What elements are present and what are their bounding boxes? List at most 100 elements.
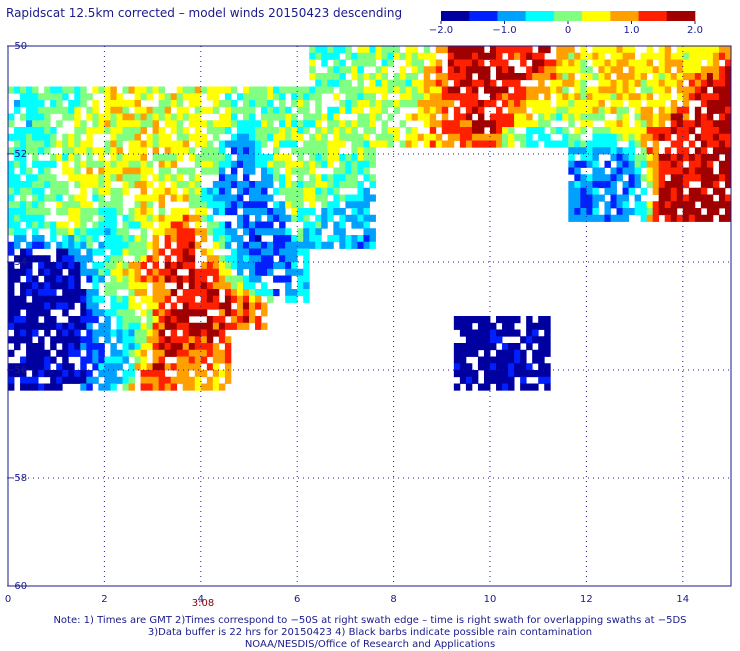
- heatmap-cell: [249, 235, 256, 243]
- heatmap-cell: [38, 363, 45, 371]
- heatmap-cell: [74, 154, 81, 162]
- heatmap-cell: [128, 154, 135, 162]
- heatmap-cell: [26, 201, 33, 209]
- heatmap-cell: [682, 113, 690, 121]
- heatmap-cell: [538, 363, 545, 371]
- heatmap-cell: [724, 167, 732, 175]
- heatmap-cell: [339, 106, 346, 114]
- heatmap-cell: [218, 228, 226, 236]
- heatmap-cell: [255, 93, 262, 101]
- heatmap-cell: [68, 133, 75, 141]
- heatmap-cell: [50, 140, 57, 148]
- heatmap-cell: [640, 208, 648, 216]
- heatmap-cell: [140, 383, 147, 391]
- heatmap-cell: [146, 106, 154, 114]
- heatmap-cell: [116, 113, 123, 121]
- heatmap-cell: [134, 241, 141, 249]
- heatmap-cell: [321, 221, 328, 229]
- heatmap-cell: [574, 140, 581, 148]
- heatmap-cell: [520, 376, 527, 384]
- heatmap-cell: [538, 356, 545, 364]
- heatmap-cell: [604, 106, 611, 114]
- heatmap-cell: [50, 322, 57, 330]
- heatmap-cell: [664, 73, 672, 81]
- heatmap-cell: [694, 113, 702, 121]
- heatmap-cell: [544, 336, 551, 344]
- heatmap-cell: [459, 46, 467, 54]
- heatmap-cell: [435, 86, 443, 94]
- heatmap-cell: [188, 154, 196, 162]
- heatmap-cell: [152, 262, 160, 270]
- heatmap-cell: [188, 282, 196, 290]
- heatmap-cell: [628, 133, 635, 141]
- heatmap-cell: [538, 120, 545, 128]
- heatmap-cell: [38, 356, 45, 364]
- heatmap-cell: [249, 208, 256, 216]
- heatmap-cell: [128, 262, 135, 270]
- heatmap-cell: [405, 46, 413, 54]
- heatmap-cell: [544, 100, 551, 108]
- heatmap-cell: [26, 309, 33, 317]
- heatmap-cell: [375, 46, 382, 54]
- heatmap-cell: [188, 349, 196, 357]
- heatmap-cell: [230, 160, 238, 168]
- heatmap-cell: [134, 316, 141, 324]
- heatmap-cell: [453, 52, 461, 60]
- heatmap-cell: [68, 174, 75, 182]
- heatmap-cell: [369, 120, 376, 128]
- heatmap-cell: [640, 147, 648, 155]
- heatmap-cell: [188, 383, 196, 391]
- heatmap-cell: [297, 154, 304, 162]
- heatmap-cell: [592, 86, 599, 94]
- heatmap-cell: [80, 214, 87, 222]
- heatmap-cell: [62, 113, 69, 121]
- heatmap-cell: [44, 160, 51, 168]
- heatmap-cell: [194, 363, 202, 371]
- heatmap-cell: [532, 120, 539, 128]
- heatmap-cell: [98, 241, 105, 249]
- heatmap-cell: [218, 370, 226, 378]
- heatmap-cell: [140, 322, 147, 330]
- heatmap-cell: [182, 356, 190, 364]
- heatmap-cell: [267, 214, 274, 222]
- heatmap-cell: [170, 181, 178, 189]
- heatmap-cell: [140, 167, 147, 175]
- heatmap-cell: [267, 93, 274, 101]
- heatmap-cell: [158, 248, 166, 256]
- heatmap-cell: [327, 113, 334, 121]
- heatmap-cell: [62, 167, 69, 175]
- heatmap-cell: [170, 194, 178, 202]
- heatmap-cell: [38, 262, 45, 270]
- heatmap-cell: [92, 106, 99, 114]
- heatmap-cell: [363, 194, 370, 202]
- heatmap-cell: [315, 221, 322, 229]
- heatmap-cell: [158, 174, 166, 182]
- heatmap-cell: [700, 46, 708, 54]
- heatmap-cell: [339, 160, 346, 168]
- heatmap-cell: [26, 329, 33, 337]
- heatmap-cell: [140, 295, 147, 303]
- heatmap-cell: [146, 86, 154, 94]
- heatmap-cell: [206, 201, 214, 209]
- heatmap-cell: [206, 282, 214, 290]
- heatmap-cell: [170, 208, 178, 216]
- heatmap-cell: [646, 133, 654, 141]
- heatmap-cell: [345, 201, 352, 209]
- heatmap-cell: [688, 127, 696, 135]
- heatmap-cell: [682, 86, 690, 94]
- heatmap-cell: [592, 214, 599, 222]
- heatmap-cell: [303, 127, 310, 135]
- heatmap-cell: [285, 241, 292, 249]
- heatmap-cell: [86, 343, 93, 351]
- heatmap-cell: [74, 127, 81, 135]
- heatmap-cell: [267, 100, 274, 108]
- heatmap-cell: [20, 100, 27, 108]
- heatmap-cell: [459, 140, 467, 148]
- heatmap-cell: [200, 133, 208, 141]
- heatmap-cell: [164, 160, 172, 168]
- heatmap-cell: [520, 140, 527, 148]
- heatmap-cell: [32, 370, 39, 378]
- heatmap-cell: [477, 329, 485, 337]
- heatmap-cell: [176, 316, 184, 324]
- heatmap-cell: [520, 383, 527, 391]
